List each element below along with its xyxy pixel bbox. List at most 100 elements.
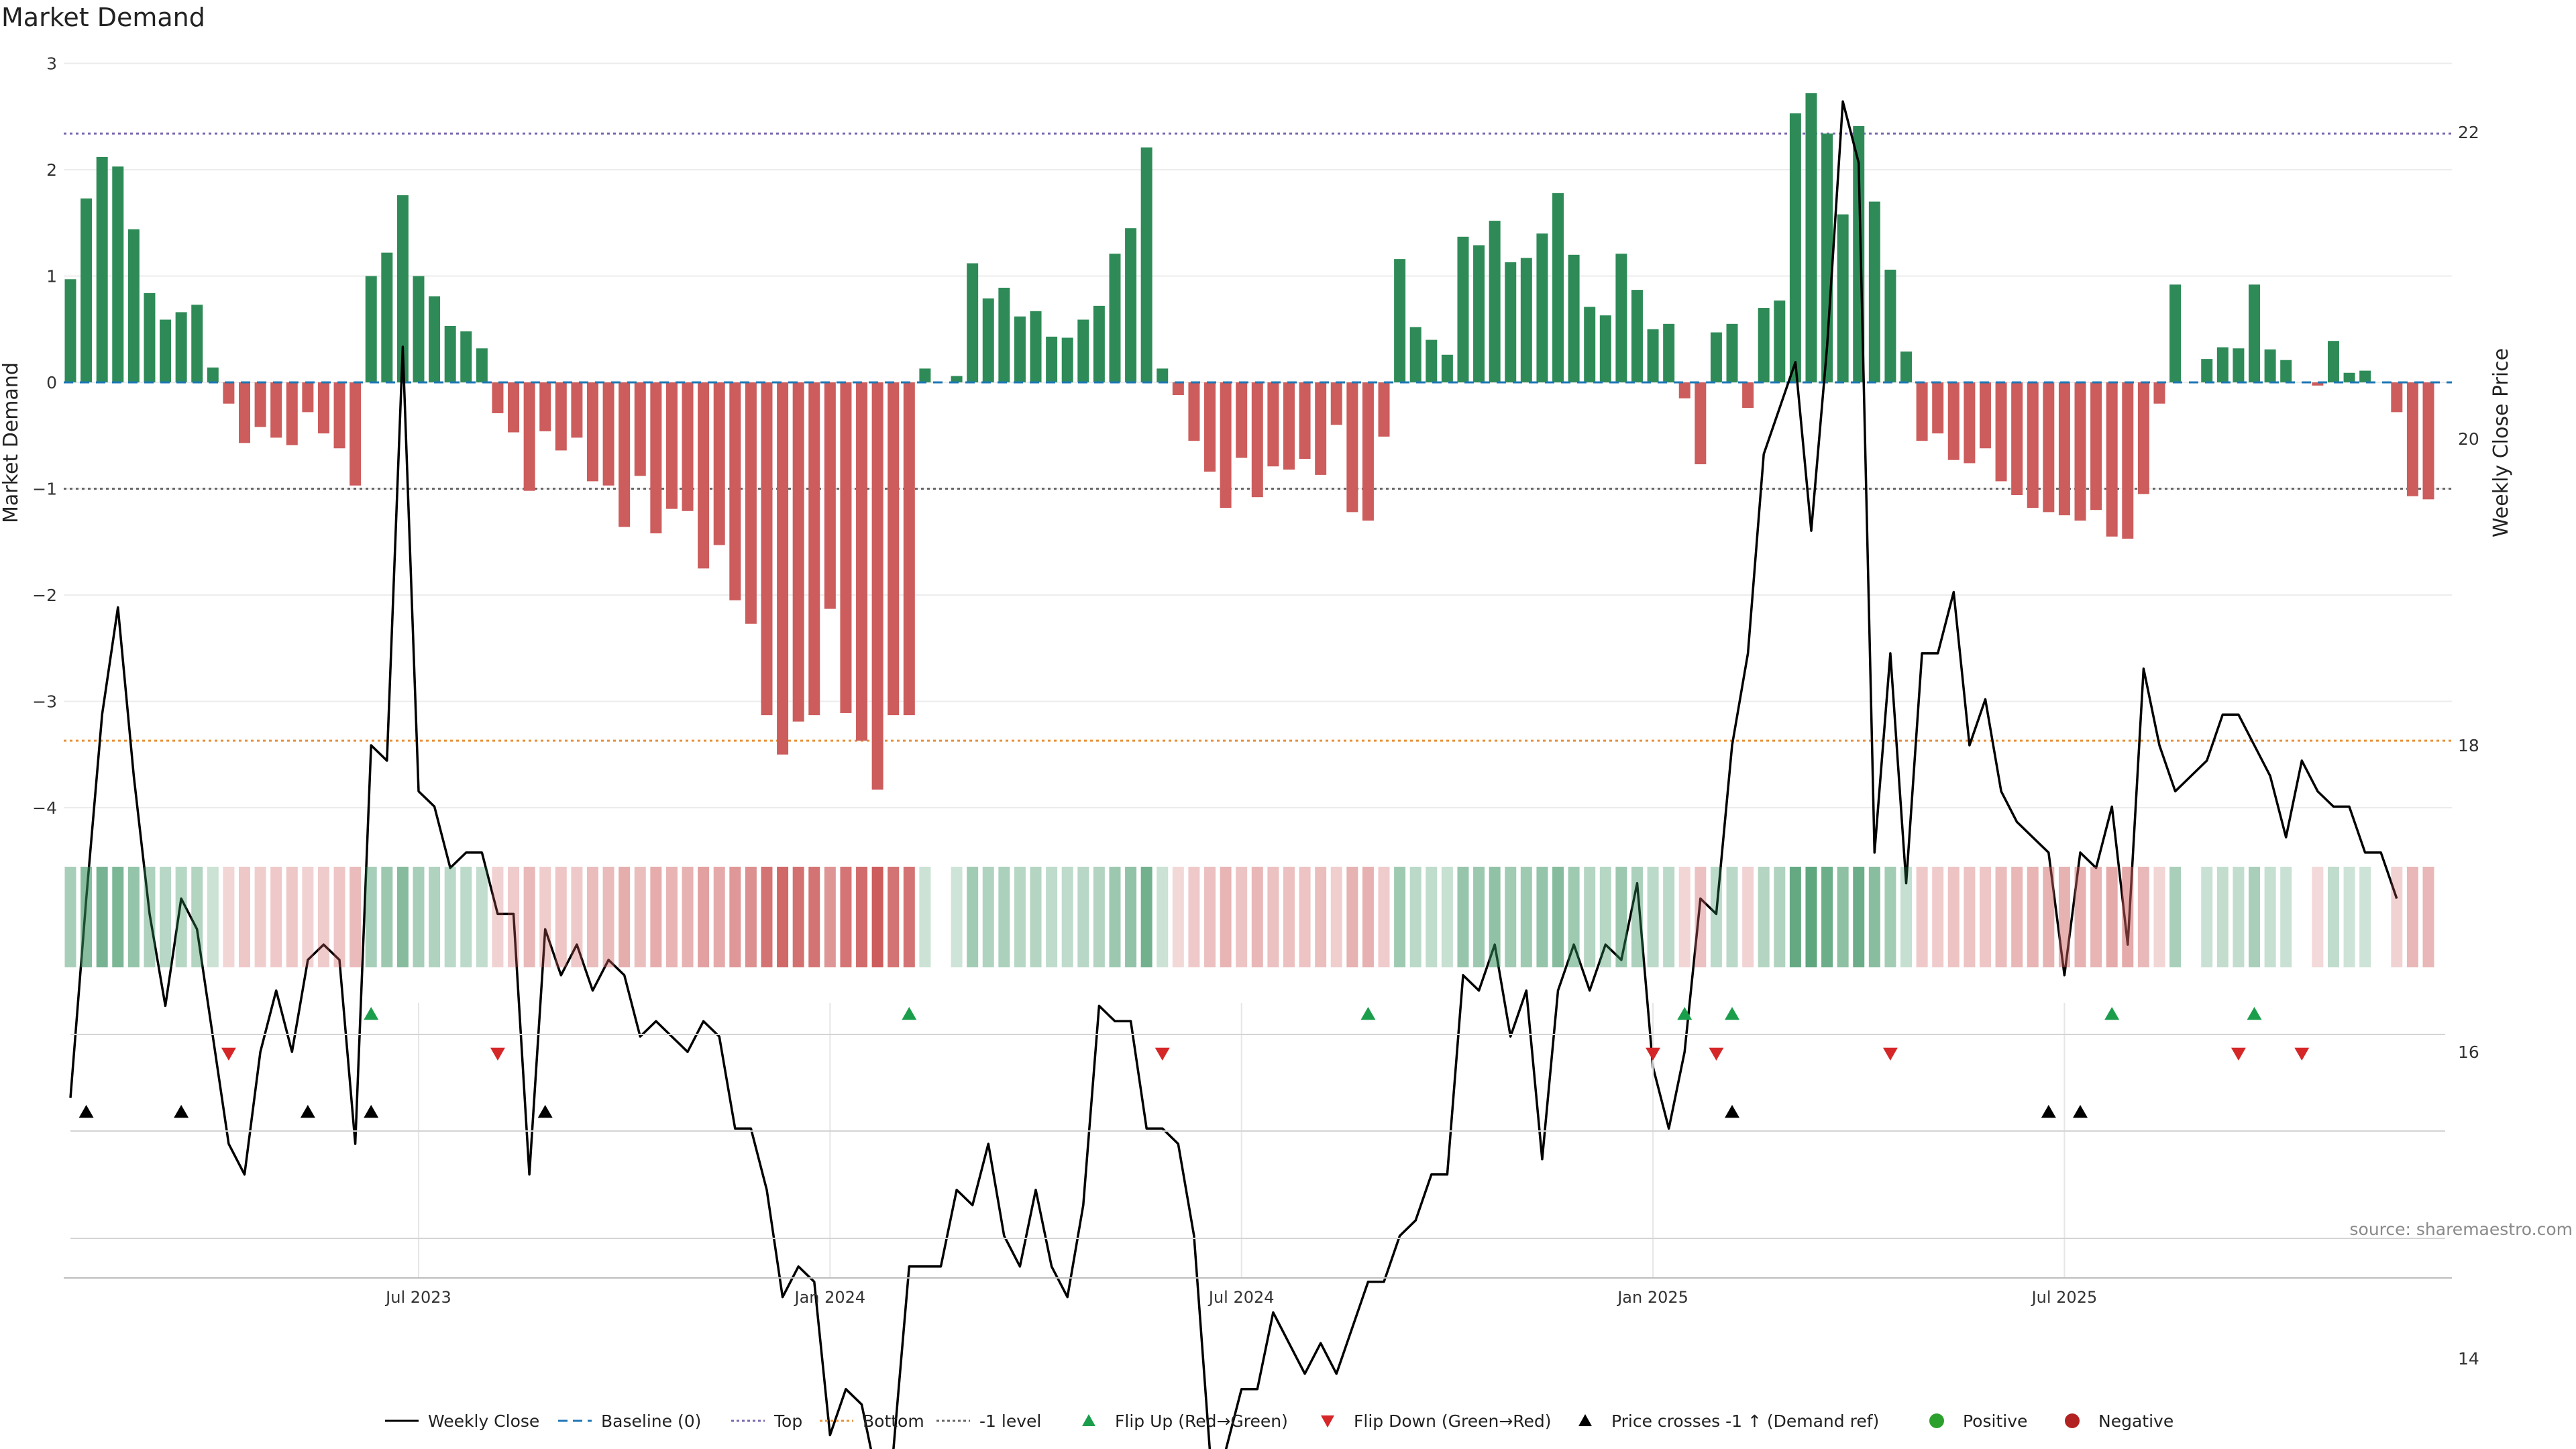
x-tick-label: Jul 2025 — [2031, 1288, 2098, 1307]
demand-bar — [1457, 236, 1469, 382]
heat-strip-cell — [1362, 867, 1374, 967]
demand-bar — [1441, 354, 1453, 382]
y-tick-label: −3 — [32, 692, 57, 712]
demand-bar — [1046, 336, 1058, 382]
heat-strip-cell — [1394, 867, 1406, 967]
demand-bar — [302, 382, 314, 413]
price-cross-marker — [174, 1105, 189, 1118]
x-tick-label: Jan 2025 — [1616, 1288, 1688, 1307]
demand-bar — [1362, 382, 1374, 521]
demand-bar — [444, 325, 456, 382]
legend-item: Bottom — [820, 1411, 924, 1431]
heat-strip-cell — [586, 867, 598, 967]
heat-strip-cell — [523, 867, 535, 967]
demand-bar — [1489, 221, 1501, 382]
demand-bar — [1774, 300, 1786, 382]
legend-label: Weekly Close — [428, 1411, 539, 1431]
heat-strip-cell — [1821, 867, 1833, 967]
demand-bar — [1394, 259, 1406, 382]
heat-strip-cell — [2090, 867, 2102, 967]
legend-item: Price crosses -1 ↑ (Demand ref) — [1578, 1411, 1879, 1431]
demand-bar — [1409, 327, 1421, 382]
demand-bar — [96, 156, 108, 383]
heat-strip-cell — [951, 867, 963, 967]
demand-bar — [2137, 382, 2149, 494]
heat-strip-cell — [1172, 867, 1184, 967]
heat-strip-cell — [2169, 867, 2182, 967]
legend-label: Negative — [2098, 1411, 2174, 1431]
flip-up-marker — [2104, 1007, 2120, 1020]
demand-bar — [1837, 214, 1849, 382]
demand-bar — [745, 382, 757, 624]
heat-strip-cell — [919, 867, 931, 967]
heat-strip-cell — [665, 867, 678, 967]
heat-strip-cell — [1631, 867, 1643, 967]
demand-bar — [239, 382, 250, 443]
heat-strip-cell — [2249, 867, 2260, 967]
demand-bar — [1631, 290, 1643, 382]
demand-bar — [1140, 147, 1152, 382]
heat-strip-cell — [713, 867, 725, 967]
demand-bar — [1916, 382, 1928, 441]
demand-bar — [2043, 382, 2055, 513]
demand-bar — [207, 367, 219, 382]
demand-bar — [1868, 201, 1880, 382]
flip-down-marker — [490, 1047, 505, 1061]
heat-strip-cell — [191, 867, 203, 967]
heat-strip-cell — [871, 867, 883, 967]
y2-tick-label: 20 — [2458, 429, 2479, 449]
heat-strip-cell — [1552, 867, 1564, 967]
heat-strip-cell — [1916, 867, 1928, 967]
heat-strip-cell — [1884, 867, 1896, 967]
heat-strip-cell — [1710, 867, 1722, 967]
demand-bar — [2074, 382, 2086, 521]
demand-bar — [1346, 382, 1358, 513]
heat-strip-cell — [2153, 867, 2165, 967]
heat-strip-cell — [1441, 867, 1453, 967]
heat-strip-cell — [1505, 867, 1517, 967]
y-tick-label: −4 — [32, 798, 57, 818]
heat-strip-cell — [365, 867, 377, 967]
heat-strip-cell — [1932, 867, 1944, 967]
heat-strip-cell — [1947, 867, 1960, 967]
legend-label: Bottom — [863, 1411, 924, 1431]
heat-strip-cell — [160, 867, 172, 967]
heat-strip-cell — [650, 867, 662, 967]
heat-strip-cell — [2106, 867, 2118, 967]
demand-bar — [792, 382, 804, 722]
demand-bar — [824, 382, 836, 609]
heat-strip-cell — [1536, 867, 1548, 967]
heat-strip-cell — [967, 867, 979, 967]
heat-strip-cell — [1457, 867, 1469, 967]
heat-strip-cell — [824, 867, 836, 967]
demand-bar — [1236, 382, 1248, 458]
heat-strip-cell — [792, 867, 804, 967]
legend-item: -1 level — [936, 1411, 1041, 1431]
demand-bar — [127, 229, 140, 382]
chart-title: Market Demand — [1, 3, 205, 32]
demand-bar — [460, 331, 472, 382]
flip-down-marker — [2294, 1047, 2310, 1061]
demand-bar — [1299, 382, 1311, 460]
demand-bar — [2106, 382, 2118, 537]
heat-strip-cell — [239, 867, 250, 967]
demand-bar — [951, 376, 963, 382]
heat-strip-cell — [429, 867, 441, 967]
y-tick-label: 0 — [46, 373, 57, 392]
heat-strip-cell — [1046, 867, 1058, 967]
demand-bar — [2343, 372, 2355, 382]
demand-bar — [270, 382, 282, 438]
heat-strip-cell — [2122, 867, 2134, 967]
demand-bar — [1014, 316, 1026, 382]
heat-strip-cell — [127, 867, 140, 967]
heat-strip-cell — [1695, 867, 1707, 967]
heat-strip-cell — [2058, 867, 2070, 967]
demand-bar — [1536, 233, 1548, 382]
heat-strip-cell — [1093, 867, 1105, 967]
y2-axis-label: Weekly Close Price — [2489, 348, 2513, 537]
legend-label: Flip Up (Red→Green) — [1115, 1411, 1288, 1431]
x-tick-label: Jul 2024 — [1208, 1288, 1275, 1307]
heat-strip-cell — [619, 867, 631, 967]
demand-bar — [1742, 382, 1754, 409]
